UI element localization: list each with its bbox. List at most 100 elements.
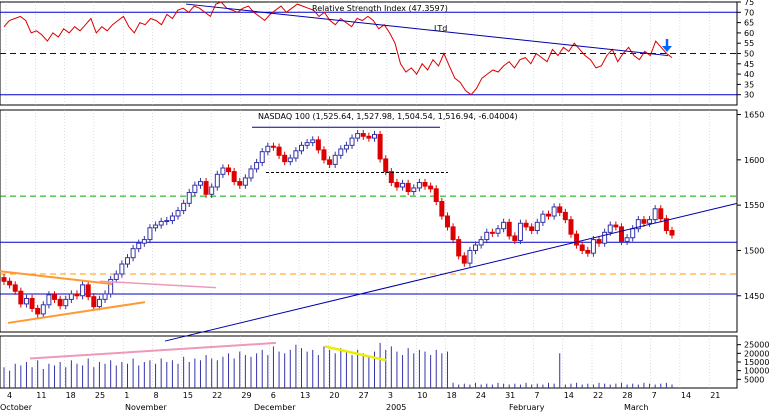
candle-body — [169, 215, 175, 222]
x-month-label: 2005 — [386, 403, 406, 412]
candle-body — [405, 182, 411, 193]
candle-body — [366, 135, 372, 139]
candle-body — [74, 293, 80, 297]
drawn-trendlines — [0, 3, 738, 362]
candle-body — [158, 220, 164, 226]
volume-tick-label: 15000 — [744, 358, 769, 367]
x-day-label: 7 — [534, 391, 539, 400]
volume-tick-label: 5000 — [744, 375, 764, 384]
candle-body — [602, 231, 608, 244]
volume-yellow-line — [324, 345, 387, 362]
candle-body — [568, 219, 574, 235]
candle-body — [613, 224, 619, 228]
volume-pink-line — [29, 341, 277, 360]
rsi-tick-label: 40 — [744, 70, 754, 79]
candle-body — [416, 181, 422, 189]
x-day-label: 4 — [7, 391, 12, 400]
candle-body — [164, 220, 170, 223]
price-tick-label: 1650 — [744, 111, 764, 120]
rsi-tick-label: 50 — [744, 50, 754, 59]
candle-body — [495, 228, 501, 234]
candle-body — [226, 167, 232, 173]
candle-body — [540, 213, 546, 223]
candle-body — [444, 215, 450, 228]
candle-body — [371, 133, 377, 139]
rsi-tick-label: 45 — [744, 60, 754, 69]
candle-body — [175, 210, 181, 217]
candle-body — [265, 145, 271, 153]
candle-body — [287, 157, 293, 163]
x-day-label: 22 — [593, 391, 603, 400]
candle-body — [96, 298, 102, 308]
candle-body — [321, 149, 327, 161]
candle-body — [197, 181, 203, 186]
price-candles — [1, 129, 675, 318]
candle-body — [383, 158, 389, 173]
candle-body — [343, 144, 349, 150]
x-day-label: 7 — [652, 391, 657, 400]
volume-tick-label: 20000 — [744, 349, 769, 358]
rsi-trendline-label: LTd — [434, 24, 447, 33]
x-month-label: March — [624, 403, 648, 412]
price-trendline — [164, 202, 738, 342]
candle-body — [428, 185, 434, 190]
candle-body — [624, 237, 630, 242]
rsi-tick-label: 55 — [744, 39, 754, 48]
candle-body — [484, 231, 490, 241]
candle-body — [259, 151, 265, 164]
candle-body — [630, 228, 636, 239]
candle-body — [534, 221, 540, 232]
x-day-label: 3 — [388, 391, 393, 400]
candle-body — [663, 218, 669, 232]
candle-body — [456, 239, 462, 257]
candle-body — [658, 208, 664, 220]
candle-body — [517, 222, 523, 241]
candle-body — [377, 133, 383, 160]
price-tick-label: 1550 — [744, 201, 764, 210]
candle-body — [52, 294, 58, 300]
candle-body — [439, 201, 445, 217]
candle-body — [181, 202, 187, 212]
candle-body — [388, 171, 394, 183]
candle-body — [7, 280, 13, 286]
candle-body — [546, 213, 552, 217]
candle-body — [23, 297, 29, 305]
candle-body — [574, 233, 580, 246]
candle-body — [147, 227, 153, 241]
x-day-label: 18 — [66, 391, 76, 400]
candle-body — [192, 184, 198, 193]
candle-body — [220, 167, 226, 175]
candle-body — [327, 159, 333, 165]
candle-body — [231, 171, 237, 183]
candle-body — [214, 173, 220, 188]
candle-body — [186, 191, 192, 204]
candle-body — [557, 206, 563, 213]
rsi-tick-label: 60 — [744, 29, 754, 38]
volume-bars — [3, 342, 673, 388]
candle-body — [108, 278, 114, 295]
candle-body — [641, 219, 647, 224]
volume-tick-label: 10000 — [744, 367, 769, 376]
candle-body — [293, 150, 299, 159]
candle-body — [248, 168, 254, 179]
x-day-label: 10 — [417, 391, 427, 400]
candle-body — [411, 187, 417, 193]
candle-body — [113, 273, 119, 280]
candle-body — [12, 284, 18, 292]
x-day-label: 15 — [183, 391, 193, 400]
candle-body — [130, 248, 136, 259]
candle-body — [203, 181, 209, 195]
candle-body — [136, 242, 142, 250]
candle-body — [355, 133, 361, 139]
candle-body — [338, 148, 344, 156]
candle-body — [68, 293, 74, 300]
candle-body — [1, 277, 7, 282]
candle-body — [523, 222, 529, 228]
x-day-label: 8 — [154, 391, 159, 400]
candle-body — [315, 139, 321, 151]
candle-body — [512, 235, 518, 241]
candle-body — [332, 154, 338, 165]
x-day-label: 14 — [564, 391, 574, 400]
x-month-label: November — [125, 403, 167, 412]
